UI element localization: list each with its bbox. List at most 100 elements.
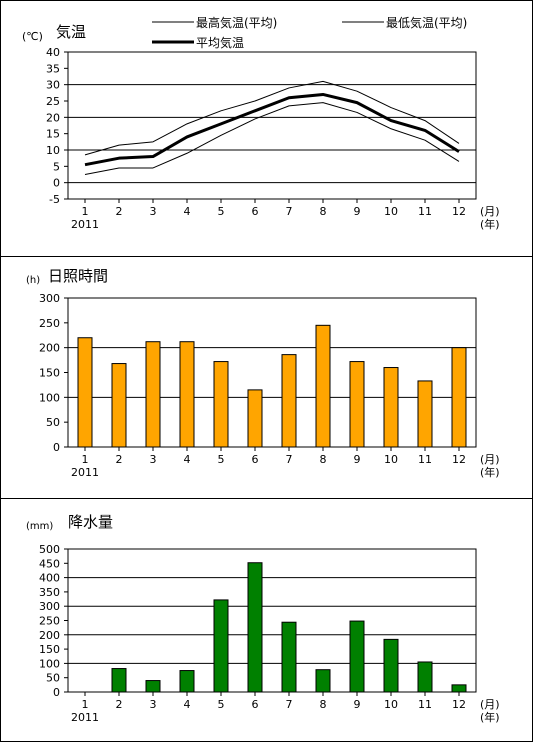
y-tick-label: 0 [53,686,60,699]
bar [247,562,263,693]
x-tick-label: 12 [452,205,466,218]
x-tick-label: 6 [252,205,259,218]
sunshine-title: 日照時間 [48,267,108,285]
bar [77,337,93,448]
x-unit-month: (月) [480,698,500,711]
year-label: 2011 [71,218,99,231]
y-tick-label: 300 [39,292,60,305]
y-tick-label: 100 [39,391,60,404]
bar [383,367,399,448]
x-tick-label: 10 [384,453,398,466]
y-tick-label: 0 [53,441,60,454]
x-tick-label: 4 [184,453,191,466]
legend-min-label: 最低気温(平均) [386,15,467,30]
legend-max-label: 最高気温(平均) [196,15,277,30]
x-tick-label: 3 [150,698,157,711]
x-tick-label: 4 [184,698,191,711]
bar [417,661,433,693]
bar [111,363,127,448]
x-tick-label: 5 [218,698,225,711]
x-tick-label: 11 [418,698,432,711]
y-tick-label: 250 [39,317,60,330]
y-tick-label: 50 [46,416,60,429]
bar [179,341,195,448]
y-tick-label: 30 [46,79,60,92]
x-tick-label: 9 [354,698,361,711]
x-tick-label: 2 [116,453,123,466]
precipitation-title: 降水量 [68,513,113,531]
year-label: 2011 [71,466,99,479]
y-tick-label: 200 [39,342,60,355]
x-tick-label: 8 [320,205,327,218]
y-tick-label: 350 [39,586,60,599]
y-tick-label: 10 [46,144,60,157]
bar [145,341,161,448]
precipitation-unit: (mm) [26,521,53,532]
plot-frame [67,548,477,693]
series-line-max [84,80,460,156]
x-tick-label: 8 [320,698,327,711]
year-label: 2011 [71,711,99,724]
bar [417,380,433,448]
y-tick-label: 50 [46,672,60,685]
series-line-average [84,92,460,167]
x-tick-label: 5 [218,453,225,466]
x-tick-label: 12 [452,698,466,711]
bar [281,621,297,693]
x-tick-label: 4 [184,205,191,218]
x-tick-label: 9 [354,453,361,466]
bar [213,361,229,448]
x-tick-label: 7 [286,205,293,218]
y-tick-label: 300 [39,600,60,613]
series-line-min [84,102,460,175]
x-tick-label: 6 [252,453,259,466]
y-tick-label: 35 [46,62,60,75]
y-tick-label: 40 [46,46,60,59]
bar [349,620,365,693]
x-tick-label: 2 [116,698,123,711]
x-unit-year: (年) [480,465,500,479]
temperature-unit: (℃) [22,30,43,43]
bar [383,638,399,693]
x-tick-label: 2 [116,205,123,218]
y-tick-label: 5 [53,160,60,173]
y-tick-label: 500 [39,543,60,556]
bar [315,324,331,448]
x-tick-label: 11 [418,205,432,218]
legend-avg-label: 平均気温 [196,35,244,50]
bar [349,361,365,448]
y-tick-label: 250 [39,615,60,628]
plot-frame [67,51,477,200]
x-tick-label: 8 [320,453,327,466]
x-tick-label: 10 [384,205,398,218]
bar [451,684,467,693]
bar [213,599,229,693]
bar [179,670,195,693]
y-tick-label: 150 [39,643,60,656]
bar [315,669,331,693]
x-tick-label: 10 [384,698,398,711]
y-tick-label: 450 [39,557,60,570]
x-unit-year: (年) [480,710,500,724]
bar [247,389,263,448]
x-unit-year: (年) [480,217,500,231]
x-tick-label: 6 [252,698,259,711]
bar [111,668,127,693]
bar [451,347,467,448]
y-tick-label: 15 [46,128,60,141]
y-tick-label: 20 [46,111,60,124]
sunshine-unit: (h) [26,275,40,286]
x-tick-label: 12 [452,453,466,466]
temperature-title: 気温 [56,23,86,41]
y-tick-label: 200 [39,629,60,642]
x-unit-month: (月) [480,205,500,218]
x-tick-label: 1 [82,453,89,466]
x-tick-label: 7 [286,698,293,711]
y-tick-label: 100 [39,657,60,670]
x-tick-label: 9 [354,205,361,218]
x-tick-label: 3 [150,453,157,466]
y-tick-label: 25 [46,95,60,108]
